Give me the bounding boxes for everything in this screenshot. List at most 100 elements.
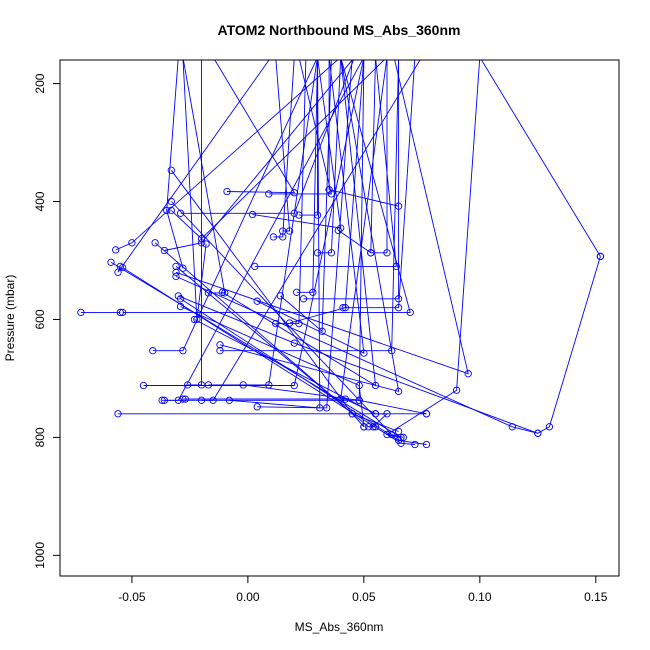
series-line-1 xyxy=(481,60,601,257)
x-tick-label: 0.05 xyxy=(352,590,376,604)
series-line-15 xyxy=(170,201,404,438)
data-point xyxy=(151,239,159,247)
series-line-20 xyxy=(175,275,538,434)
data-point xyxy=(406,308,414,317)
series-line-26 xyxy=(185,60,388,400)
series-line-43 xyxy=(268,60,332,195)
data-point xyxy=(197,381,206,389)
data-point xyxy=(364,423,373,431)
data-point xyxy=(334,226,342,235)
data-point xyxy=(545,423,554,431)
data-point xyxy=(309,288,317,296)
data-point xyxy=(596,252,605,261)
x-axis: -0.05 0.00 0.05 0.10 0.15 xyxy=(118,576,608,604)
data-point xyxy=(197,396,206,404)
series-line-7 xyxy=(122,267,415,445)
data-point xyxy=(216,347,224,355)
y-tick-label: 600 xyxy=(33,309,47,329)
y-tick-label: 400 xyxy=(33,191,47,211)
data-point xyxy=(279,227,287,235)
data-point xyxy=(265,190,273,198)
data-point xyxy=(176,295,185,303)
x-axis-label: MS_Abs_360nm xyxy=(295,620,384,634)
data-point xyxy=(239,381,247,389)
data-point xyxy=(508,423,516,431)
series-line-47 xyxy=(275,60,291,232)
data-point xyxy=(325,186,333,194)
data-point xyxy=(355,396,363,404)
data-point xyxy=(223,187,231,196)
data-point xyxy=(253,297,261,305)
series-line-35 xyxy=(222,60,377,387)
data-point xyxy=(225,396,233,404)
data-point xyxy=(172,262,180,271)
data-point xyxy=(202,240,210,248)
data-point xyxy=(216,341,224,349)
y-tick-label: 200 xyxy=(33,73,47,93)
series-line-21 xyxy=(180,298,427,445)
x-tick-label: 0.00 xyxy=(236,590,260,604)
series-line-38 xyxy=(243,60,365,401)
data-point xyxy=(290,339,298,347)
data-point xyxy=(112,246,120,254)
data-point xyxy=(313,211,322,219)
y-tick-label: 1000 xyxy=(33,542,47,569)
x-tick-label: -0.05 xyxy=(118,590,146,604)
data-point xyxy=(318,327,326,335)
data-point xyxy=(360,349,368,357)
data-point xyxy=(285,227,294,235)
series-line-9 xyxy=(143,60,364,386)
series-line-29 xyxy=(201,60,421,401)
data-point xyxy=(292,288,301,296)
data-point xyxy=(172,272,180,281)
data-point xyxy=(299,295,308,303)
series-line-25 xyxy=(166,60,184,269)
data-point xyxy=(388,430,396,439)
series-line-5 xyxy=(110,60,481,438)
series-line-3 xyxy=(115,60,339,251)
series-line-13 xyxy=(152,60,317,352)
data-point xyxy=(149,347,157,355)
y-axis: 200 400 600 800 1000 xyxy=(33,73,60,569)
y-tick-label: 800 xyxy=(33,427,47,447)
data-point xyxy=(114,268,122,276)
data-point xyxy=(183,381,192,389)
series-line-54 xyxy=(343,60,416,309)
data-point xyxy=(179,347,187,355)
data-point xyxy=(279,233,287,241)
data-point xyxy=(172,268,180,276)
data-point xyxy=(276,292,285,300)
data-point xyxy=(167,206,175,215)
data-point xyxy=(163,206,171,215)
plot-frame xyxy=(59,59,620,577)
data-point xyxy=(193,315,201,324)
data-point xyxy=(160,396,169,404)
series-line-52 xyxy=(317,60,342,254)
data-point xyxy=(251,262,259,271)
series-line-6 xyxy=(118,413,389,428)
series-line-16 xyxy=(170,60,385,240)
series-line-31 xyxy=(208,60,318,386)
data-point xyxy=(323,404,331,412)
data-point xyxy=(253,403,261,411)
data-point xyxy=(290,189,298,197)
data-point xyxy=(394,304,403,312)
series-line-42 xyxy=(257,60,365,354)
data-point xyxy=(269,233,278,241)
series-line-56 xyxy=(370,60,388,254)
series-line-36 xyxy=(214,60,296,194)
data-point xyxy=(128,239,136,247)
series-line-34 xyxy=(219,60,400,393)
series-line-55 xyxy=(328,60,399,207)
y-axis-label: Pressure (mbar) xyxy=(3,275,17,362)
x-tick-label: 0.15 xyxy=(584,590,608,604)
data-point xyxy=(181,395,189,403)
series-line-37 xyxy=(229,60,321,409)
data-point xyxy=(394,387,403,396)
series-line-41 xyxy=(257,60,353,409)
data-point xyxy=(248,210,257,219)
data-point xyxy=(167,197,175,206)
series-line-8 xyxy=(122,60,411,313)
data-point xyxy=(371,423,380,431)
data-point xyxy=(422,440,431,449)
